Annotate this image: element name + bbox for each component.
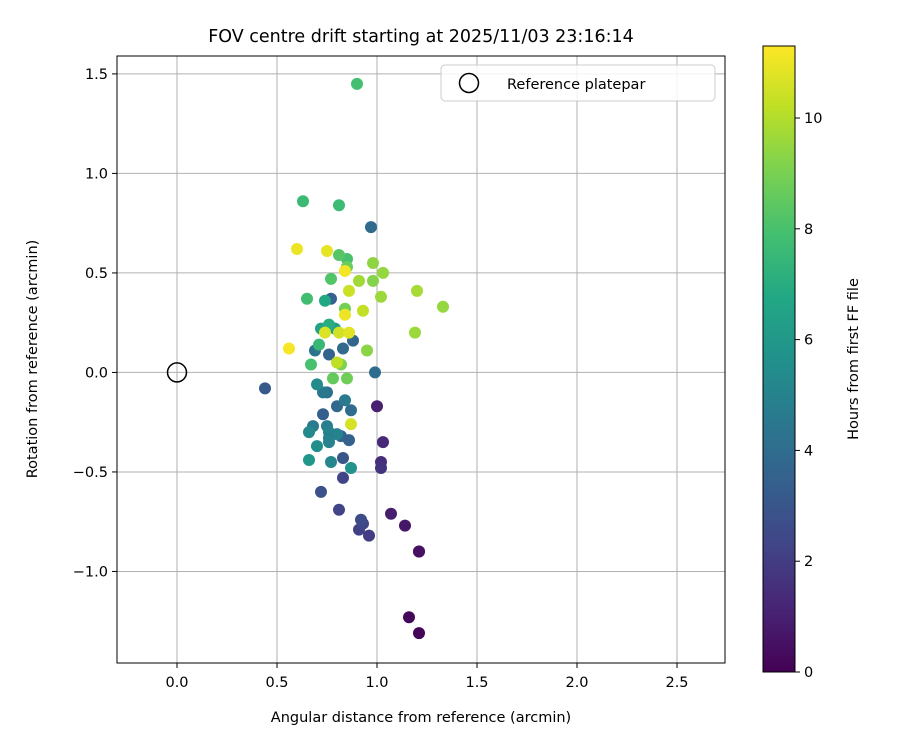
data-point bbox=[345, 418, 357, 431]
legend-box bbox=[440, 64, 716, 102]
data-point bbox=[353, 274, 365, 287]
colorbar-tick-label: 10 bbox=[804, 111, 822, 127]
data-point bbox=[319, 294, 331, 307]
data-point bbox=[409, 326, 421, 339]
data-point bbox=[303, 454, 315, 467]
data-point bbox=[371, 400, 383, 413]
data-point bbox=[367, 274, 379, 287]
data-point bbox=[305, 358, 317, 371]
legend: Reference platepar bbox=[440, 64, 716, 102]
data-point bbox=[283, 342, 295, 355]
legend-label: Reference platepar bbox=[507, 77, 645, 93]
data-point bbox=[399, 519, 411, 532]
data-point bbox=[437, 300, 449, 313]
x-axis-label: Angular distance from reference (arcmin) bbox=[271, 710, 571, 726]
data-point bbox=[315, 485, 327, 498]
legend-marker bbox=[458, 72, 480, 94]
x-tick-label: 0.0 bbox=[165, 675, 188, 691]
y-axis-ticks: −1.0 −0.5 0.0 0.5 1.0 1.5 bbox=[73, 67, 117, 580]
y-tick-label: 1.5 bbox=[85, 67, 108, 83]
data-point bbox=[291, 243, 303, 256]
data-point bbox=[339, 394, 351, 407]
data-point bbox=[325, 455, 337, 468]
colorbar-gradient bbox=[762, 45, 796, 673]
data-point bbox=[355, 513, 367, 526]
colorbar: 0 2 4 6 8 10 Hours from first FF file bbox=[762, 45, 862, 681]
data-point bbox=[333, 249, 345, 262]
data-point bbox=[385, 507, 397, 520]
colorbar-tick-label: 0 bbox=[804, 665, 813, 681]
reference-platepar-marker bbox=[166, 362, 188, 383]
data-points bbox=[259, 77, 449, 640]
colorbar-tick-label: 2 bbox=[804, 554, 813, 570]
x-tick-label: 2.5 bbox=[665, 675, 688, 691]
data-point bbox=[351, 77, 363, 90]
data-point bbox=[411, 284, 423, 297]
y-tick-label: 0.0 bbox=[85, 365, 108, 381]
plot-frame bbox=[116, 55, 726, 664]
data-point bbox=[361, 344, 373, 357]
x-axis-ticks: 0.0 0.5 1.0 1.5 2.0 2.5 bbox=[165, 663, 689, 691]
data-point bbox=[375, 461, 387, 474]
data-point bbox=[311, 440, 323, 453]
data-point bbox=[319, 326, 331, 339]
data-point bbox=[337, 471, 349, 484]
data-point bbox=[377, 266, 389, 279]
data-point bbox=[333, 199, 345, 212]
data-point bbox=[413, 545, 425, 558]
y-axis-label: Rotation from reference (arcmin) bbox=[25, 240, 41, 479]
data-point bbox=[345, 404, 357, 417]
data-point bbox=[341, 372, 353, 385]
data-point bbox=[369, 366, 381, 379]
data-point bbox=[337, 452, 349, 465]
x-tick-label: 1.0 bbox=[365, 675, 388, 691]
data-point bbox=[403, 611, 415, 624]
data-point bbox=[301, 292, 313, 305]
data-point bbox=[321, 245, 333, 258]
data-point bbox=[367, 256, 379, 269]
data-point bbox=[325, 272, 337, 285]
data-point bbox=[323, 348, 335, 361]
data-point bbox=[339, 308, 351, 321]
data-point bbox=[327, 372, 339, 385]
data-point bbox=[333, 326, 345, 339]
data-point bbox=[333, 503, 345, 516]
y-tick-label: −1.0 bbox=[73, 564, 108, 580]
data-point bbox=[323, 436, 335, 449]
data-point bbox=[297, 195, 309, 208]
y-tick-label: 1.0 bbox=[85, 166, 108, 182]
colorbar-tick-label: 4 bbox=[804, 443, 813, 459]
colorbar-label: Hours from first FF file bbox=[846, 278, 862, 440]
data-point bbox=[337, 342, 349, 355]
data-point bbox=[345, 461, 357, 474]
data-point bbox=[375, 290, 387, 303]
data-point bbox=[343, 326, 355, 339]
data-point bbox=[311, 378, 323, 391]
data-point bbox=[331, 356, 343, 369]
data-point bbox=[343, 434, 355, 447]
data-point bbox=[377, 436, 389, 449]
colorbar-tick-label: 8 bbox=[804, 222, 813, 238]
y-tick-label: −0.5 bbox=[73, 465, 108, 481]
data-point bbox=[317, 408, 329, 421]
data-point bbox=[303, 426, 315, 439]
data-point bbox=[343, 284, 355, 297]
data-point bbox=[313, 338, 325, 351]
data-point bbox=[339, 264, 351, 277]
data-point bbox=[357, 304, 369, 317]
grid bbox=[117, 56, 725, 663]
data-point bbox=[259, 382, 271, 395]
colorbar-tick-label: 6 bbox=[804, 333, 813, 349]
x-tick-label: 0.5 bbox=[265, 675, 288, 691]
colorbar-ticks: 0 2 4 6 8 10 bbox=[795, 111, 822, 681]
x-tick-label: 2.0 bbox=[565, 675, 588, 691]
data-point bbox=[363, 529, 375, 542]
x-tick-label: 1.5 bbox=[465, 675, 488, 691]
chart-title: FOV centre drift starting at 2025/11/03 … bbox=[208, 27, 634, 47]
data-point bbox=[413, 627, 425, 640]
data-point bbox=[365, 221, 377, 234]
y-tick-label: 0.5 bbox=[85, 266, 108, 282]
